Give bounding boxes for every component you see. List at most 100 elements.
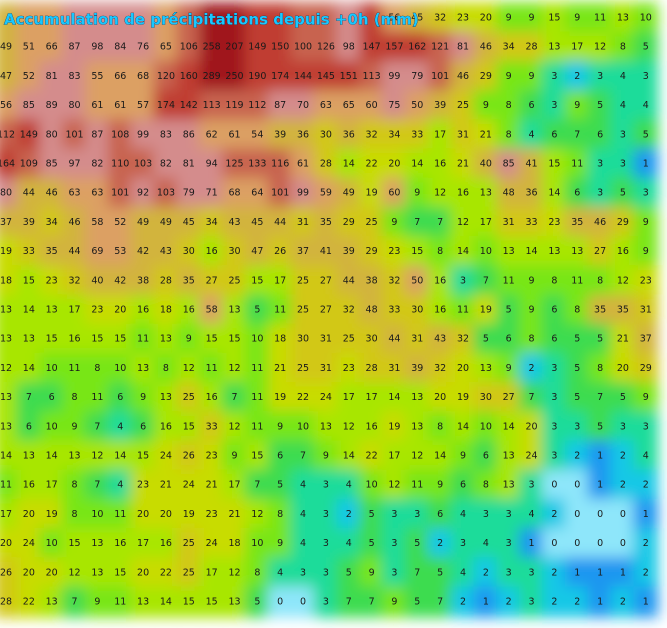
cell (199, 382, 225, 414)
cell (313, 557, 339, 589)
cell-value: 8 (483, 480, 489, 491)
cell (62, 265, 87, 297)
cell-value: 21 (274, 363, 286, 374)
cell (382, 2, 407, 34)
cell-value: 87 (91, 129, 103, 140)
cell-value: 23 (46, 275, 58, 286)
cell-value: 9 (437, 480, 443, 491)
cell-value: 12 (388, 480, 400, 491)
cell-value: 108 (111, 129, 129, 140)
cell (633, 440, 659, 472)
cell (427, 352, 453, 384)
cell-value: 5 (254, 305, 260, 316)
cell (222, 586, 247, 618)
cell (39, 2, 65, 34)
cell (222, 323, 247, 355)
cell (359, 236, 385, 268)
cell-value: 11 (114, 509, 126, 520)
cell (199, 586, 225, 618)
cell (39, 90, 65, 122)
cell-value: 32 (434, 13, 446, 24)
cell (541, 31, 567, 63)
cell-value: 11 (251, 363, 263, 374)
cell-value: 7 (597, 392, 603, 403)
cell (222, 177, 247, 209)
cell-value: 31 (503, 217, 515, 228)
cell (244, 323, 270, 355)
cell-value: 61 (228, 129, 240, 140)
cell (313, 469, 339, 501)
cell-value: 1 (597, 567, 603, 578)
cell-value: 30 (297, 334, 309, 345)
cell-value: 3 (323, 480, 329, 491)
cell (633, 586, 659, 618)
cell (244, 148, 270, 180)
cell (450, 90, 476, 122)
cell-value: 23 (388, 246, 400, 257)
cell-value: 5 (483, 334, 489, 345)
cell-value: 11 (114, 597, 126, 608)
cell-value: 15 (46, 334, 58, 345)
cell-value: 30 (183, 246, 195, 257)
cell-value: 32 (388, 275, 400, 286)
cell-value: 28 (366, 363, 378, 374)
cell (39, 411, 65, 443)
cell (564, 382, 590, 414)
cell (336, 2, 362, 34)
cell-value: 19 (366, 188, 378, 199)
cell (427, 265, 453, 297)
cell-value: 13 (548, 42, 560, 53)
cell-value: 113 (203, 100, 221, 111)
cell (130, 586, 156, 618)
cell-value: 19 (388, 421, 400, 432)
cell (16, 469, 42, 501)
cell (587, 60, 613, 92)
cell-value: 4 (460, 567, 466, 578)
cell (610, 148, 636, 180)
cell (84, 586, 110, 618)
cell (382, 469, 407, 501)
cell (313, 411, 339, 443)
cell-value: 101 (431, 71, 449, 82)
cell (359, 469, 385, 501)
cell-value: 20 (526, 421, 538, 432)
cell (359, 498, 385, 530)
cell (16, 206, 42, 238)
cell-value: 98 (343, 42, 355, 53)
cell (153, 323, 179, 355)
cell (610, 440, 636, 472)
cell-value: 0 (574, 480, 580, 491)
cell-value: 11 (571, 159, 583, 170)
cell-value: 39 (343, 246, 355, 257)
cell-value: 150 (271, 42, 289, 53)
cell-value: 50 (411, 275, 423, 286)
cell (244, 236, 270, 268)
cell (473, 352, 499, 384)
cell (610, 31, 636, 63)
cell (153, 294, 179, 326)
cell (62, 469, 87, 501)
cell (0, 294, 19, 326)
cell (16, 236, 42, 268)
cell (587, 557, 613, 589)
cell-value: 2 (437, 538, 443, 549)
cell-value: 39 (411, 363, 423, 374)
cell (62, 528, 87, 560)
cell (359, 557, 385, 589)
cell-value: 39 (23, 217, 35, 228)
cell-value: 11 (251, 392, 263, 403)
cell (404, 323, 430, 355)
cell (199, 2, 225, 34)
cell-value: 85 (46, 159, 58, 170)
cell (382, 90, 407, 122)
cell (176, 265, 202, 297)
cell (62, 2, 87, 34)
cell-value: 31 (457, 129, 469, 140)
cell (62, 90, 87, 122)
cell-value: 40 (480, 159, 492, 170)
cell (427, 323, 453, 355)
cell (541, 119, 567, 151)
cell-value: 14 (343, 451, 355, 462)
